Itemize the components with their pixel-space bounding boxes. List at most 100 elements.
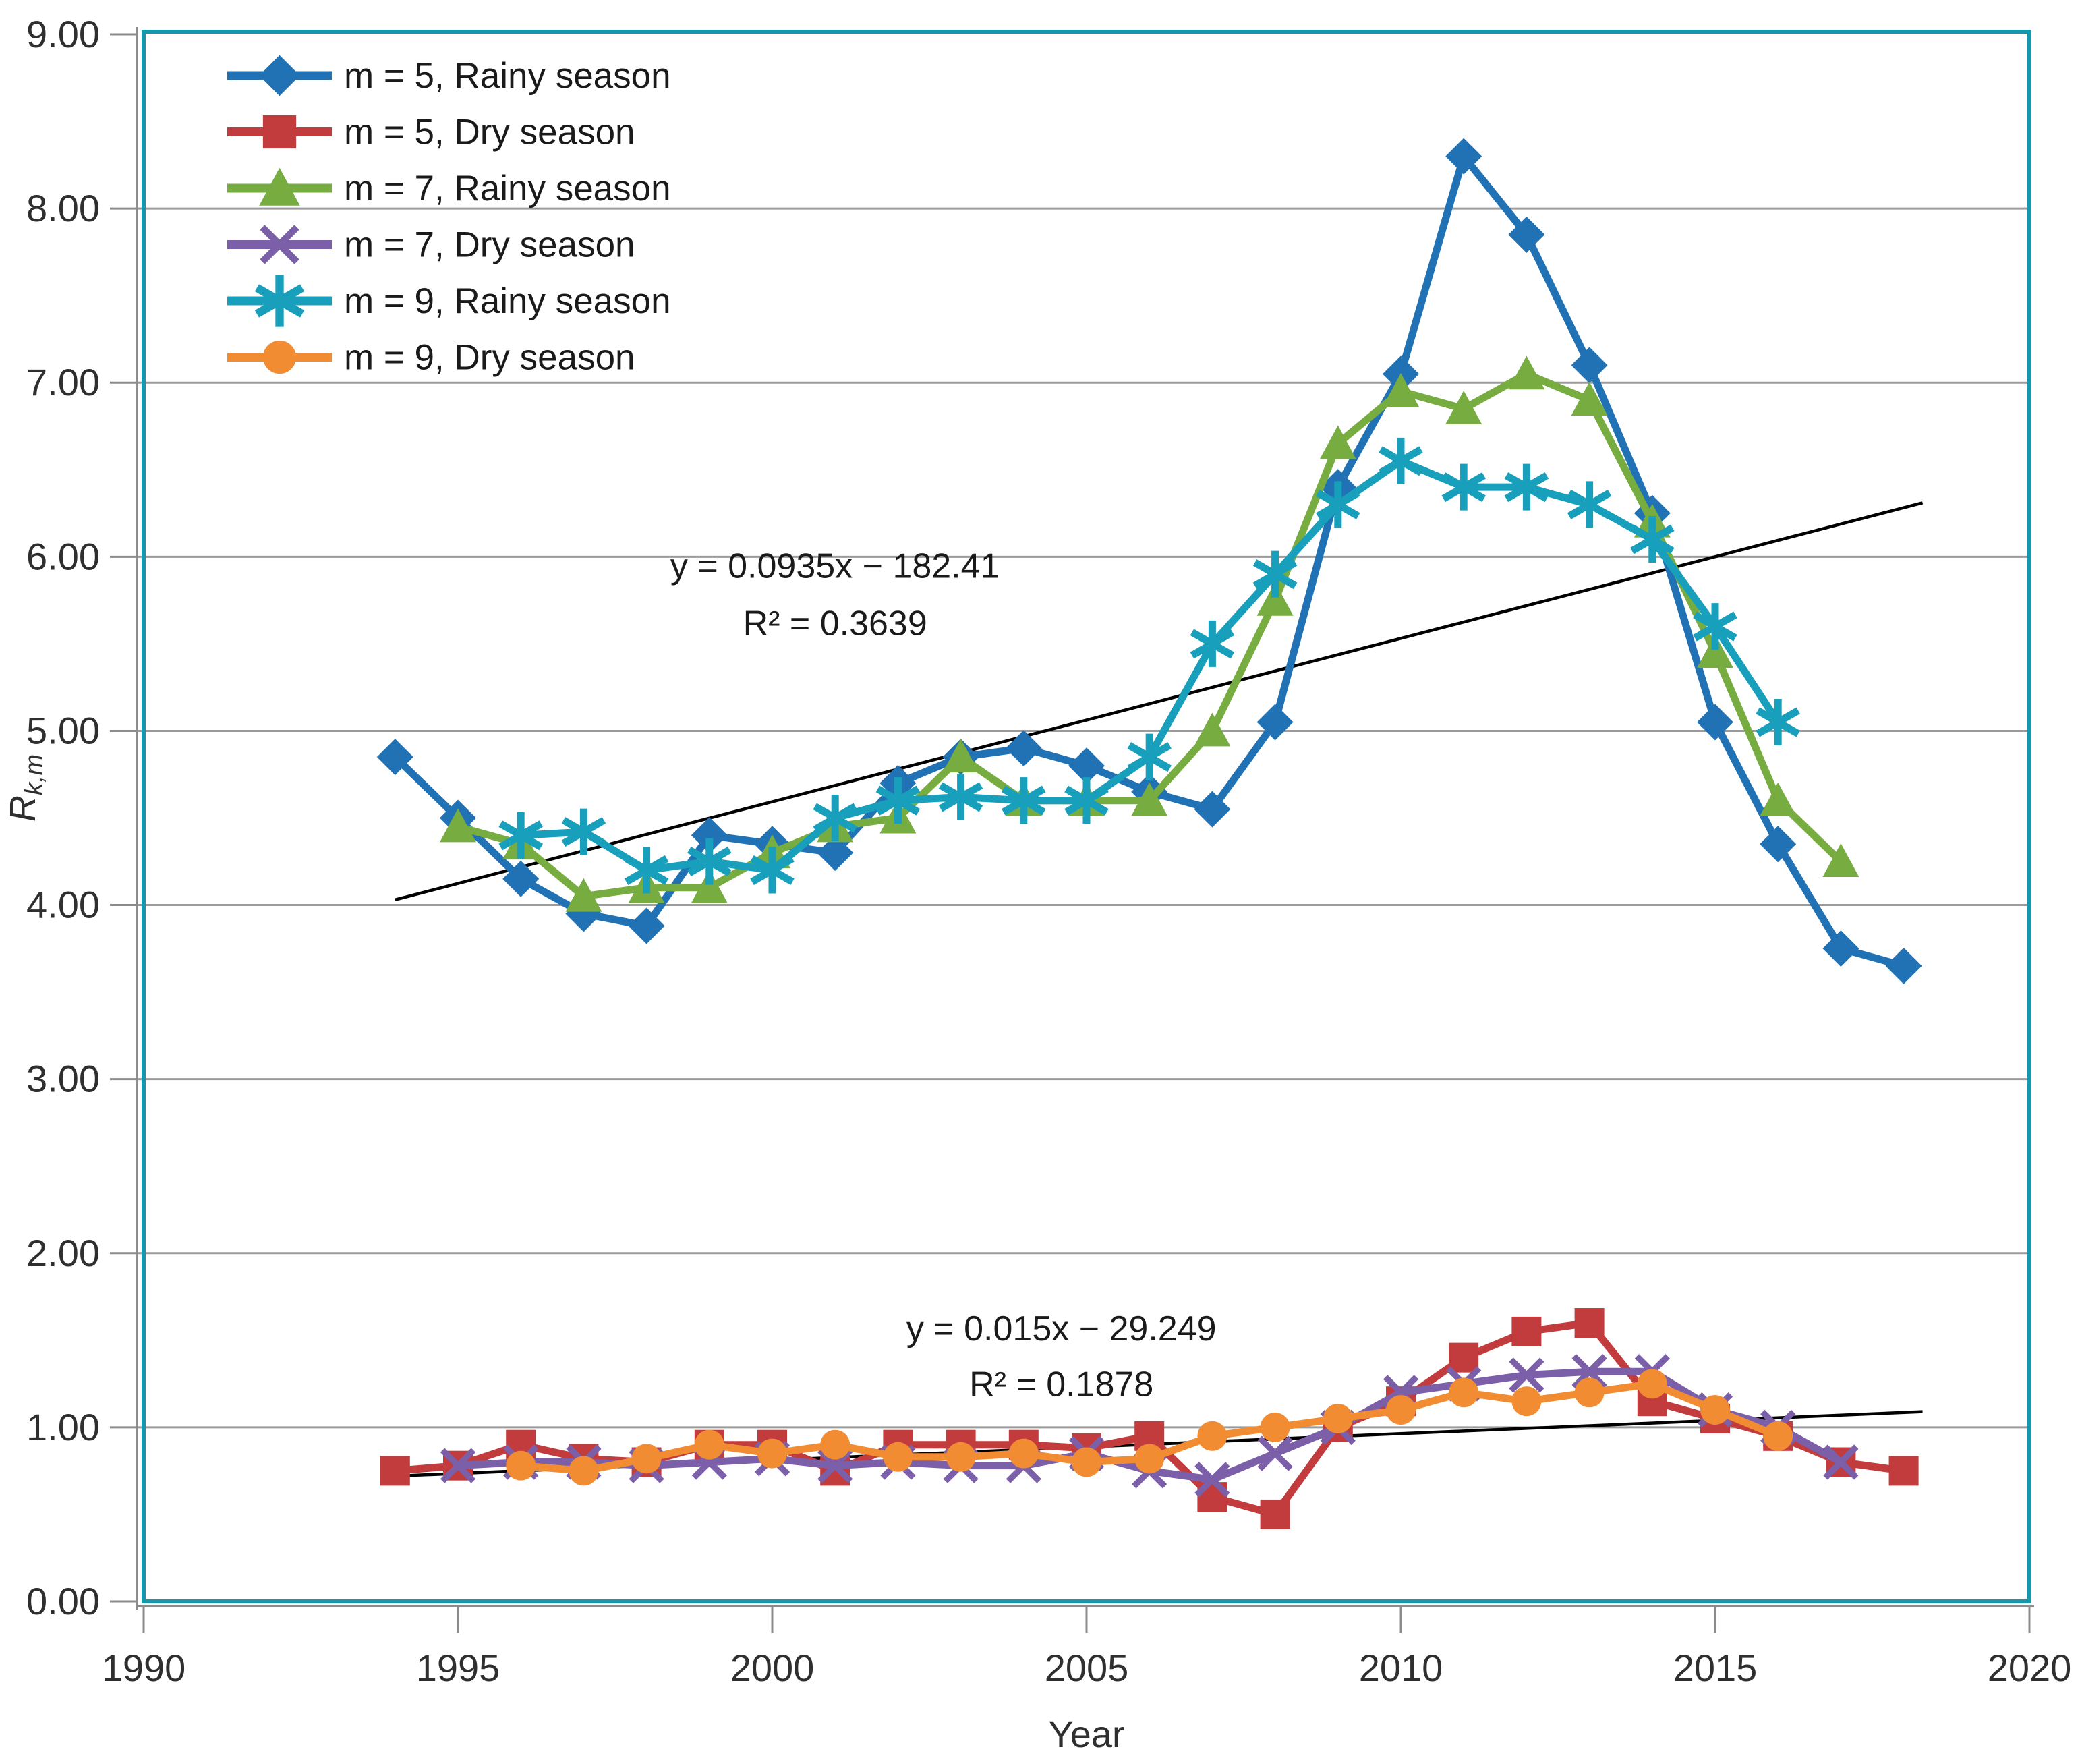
legend-marker-diamond	[259, 55, 300, 96]
data-point	[1823, 1444, 1859, 1480]
data-point	[506, 1450, 536, 1481]
data-point	[498, 812, 543, 859]
data-point	[1567, 481, 1612, 528]
data-point	[1511, 1316, 1542, 1346]
data-point	[561, 808, 606, 855]
data-point	[376, 739, 413, 776]
y-axis-title-subscript: k,m	[20, 754, 49, 795]
data-point	[1888, 1456, 1919, 1486]
data-point	[1194, 1462, 1230, 1498]
legend: m = 5, Rainy season m = 5, Dry season m = …	[227, 55, 671, 378]
data-point	[1885, 947, 1922, 984]
data-point	[1386, 1395, 1416, 1425]
y-tick-label: 0.00	[26, 1580, 100, 1622]
data-point	[817, 834, 854, 872]
data-point	[1323, 1403, 1353, 1433]
data-point	[1509, 1357, 1544, 1393]
data-point	[946, 1442, 976, 1472]
data-point	[1508, 355, 1545, 390]
data-point	[1008, 1438, 1039, 1469]
data-point	[569, 1456, 599, 1486]
data-point	[1822, 843, 1859, 877]
data-point	[694, 1429, 724, 1460]
data-point	[1508, 216, 1545, 253]
svg-text:Rk,m: Rk,m	[3, 754, 49, 822]
gridlines	[137, 207, 2029, 1429]
data-point	[1693, 603, 1737, 650]
data-point	[1756, 699, 1800, 746]
data-point	[1072, 1447, 1101, 1477]
x-tick-label: 1995	[416, 1647, 500, 1689]
data-point	[1574, 1377, 1605, 1408]
data-point	[1504, 463, 1549, 511]
data-point	[1574, 1308, 1605, 1338]
data-point	[1449, 1377, 1479, 1408]
data-point	[750, 847, 795, 894]
y-tick-label: 6.00	[26, 535, 100, 577]
data-point	[631, 1444, 662, 1474]
data-point	[1511, 1386, 1542, 1417]
series-line	[391, 152, 1908, 970]
y-tick-label: 7.00	[26, 361, 100, 403]
data-point	[691, 869, 728, 903]
data-point	[875, 777, 921, 824]
data-point	[1127, 733, 1172, 780]
legend-label: m = 5, Rainy season	[344, 56, 671, 96]
legend-label: m = 9, Rainy season	[344, 281, 671, 321]
data-point	[1571, 382, 1608, 416]
data-point	[1260, 1412, 1290, 1442]
data-point	[813, 794, 857, 842]
data-point	[1571, 1354, 1607, 1390]
series-m-9-dry-season	[506, 1369, 1793, 1486]
legend-marker-circle	[262, 340, 297, 374]
legend-label: m = 7, Dry season	[344, 225, 635, 265]
series-line	[454, 370, 1845, 901]
data-point	[757, 1438, 787, 1469]
data-point	[1068, 747, 1105, 785]
data-point	[1319, 425, 1356, 459]
data-point	[1134, 1444, 1165, 1474]
data-point	[1822, 930, 1859, 967]
trendline	[395, 501, 1924, 901]
data-point	[1316, 481, 1360, 528]
data-point	[1194, 791, 1231, 828]
x-tick-label: 2020	[1988, 1647, 2072, 1689]
trendline-equations: y = 0.0935x − 182.41 R² = 0.3639 y = 0.015…	[670, 546, 1217, 1404]
data-point	[820, 1429, 850, 1460]
legend-label: m = 9, Dry season	[344, 338, 635, 378]
legend-marker-asterisk	[254, 275, 305, 327]
data-point	[820, 1456, 850, 1486]
data-point	[942, 739, 979, 773]
data-point	[380, 1456, 410, 1486]
data-point	[1131, 782, 1168, 816]
trendline-equation: y = 0.0935x − 182.41	[670, 546, 1000, 586]
plot-area-border	[142, 30, 2031, 1603]
series-m-7-rainy-season	[440, 355, 1859, 912]
x-tick-label: 2015	[1673, 1647, 1758, 1689]
data-point	[1064, 777, 1109, 824]
trendline-r-squared: R² = 0.3639	[743, 604, 927, 643]
legend-marker-x	[260, 225, 299, 264]
data-point	[1256, 704, 1294, 741]
data-point	[883, 1442, 913, 1472]
legend-label: m = 7, Rainy season	[344, 169, 671, 208]
axis-lines-and-ticks	[110, 27, 2034, 1633]
y-tick-label: 1.00	[26, 1406, 100, 1448]
x-tick-label: 2010	[1359, 1647, 1443, 1689]
data-point	[1763, 1421, 1793, 1451]
legend-marker-square	[262, 115, 297, 149]
data-point	[1697, 634, 1733, 668]
series-line	[391, 1319, 1908, 1518]
plot-border	[142, 30, 2031, 1603]
series-m-5-rainy-season	[376, 138, 1922, 984]
x-tick-label: 1990	[102, 1647, 186, 1689]
data-point	[1252, 550, 1298, 598]
trendline-equation: y = 0.015x − 29.249	[906, 1309, 1217, 1348]
data-point	[1637, 1369, 1667, 1399]
legend-item-m-5-dry-season: m = 5, Dry season	[227, 113, 635, 152]
data-point	[1449, 1342, 1479, 1373]
tick-labels: 0.00 1.00 2.00 3.00 4.00 5.00 6.00 7.00 8.00 9.00…	[26, 13, 2071, 1689]
x-axis-title: Year	[1048, 1713, 1124, 1755]
